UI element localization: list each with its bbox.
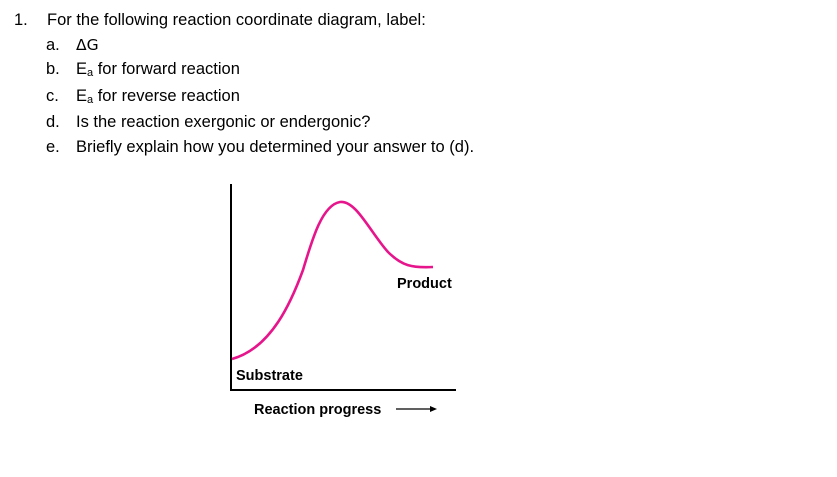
sub-item-text: Ea for forward reaction [76,57,240,84]
product-label: Product [397,276,452,292]
question-prompt: For the following reaction coordinate di… [47,11,426,29]
question-header: 1. For the following reaction coordinate… [14,8,474,33]
sub-item-b: b. Ea for forward reaction [14,57,474,84]
question-block: 1. For the following reaction coordinate… [14,8,474,159]
sub-item-letter: d. [46,113,60,131]
sub-item-text: Ea for reverse reaction [76,84,240,111]
sub-item-rest: for forward reaction [93,60,240,78]
sub-item-letter: a. [46,35,60,54]
ea-subscript: a [87,67,94,79]
sub-item-a: a. ΔG [14,33,474,58]
ea-symbol: E [76,60,88,78]
energy-curve [231,200,434,361]
sub-item-c: c. Ea for reverse reaction [14,84,474,111]
ea-symbol: E [76,86,88,105]
x-axis-label: Reaction progress [254,402,382,418]
sub-item-text: Is the reaction exergonic or endergonic? [76,113,371,131]
question-number: 1. [14,11,28,29]
sub-item-letter: c. [46,86,59,105]
ea-subscript: a [87,93,94,106]
sub-item-rest: for reverse reaction [93,86,240,105]
arrow-head [430,406,437,412]
sub-item-letter: b. [46,60,60,78]
sub-item-text: Briefly explain how you determined your … [76,137,475,156]
substrate-label: Substrate [236,368,303,384]
sub-item-e: e. Briefly explain how you determined yo… [14,135,474,160]
sub-item-letter: e. [46,137,60,156]
sub-item-text: ΔG [76,35,99,54]
sub-item-d: d. Is the reaction exergonic or endergon… [14,110,474,135]
